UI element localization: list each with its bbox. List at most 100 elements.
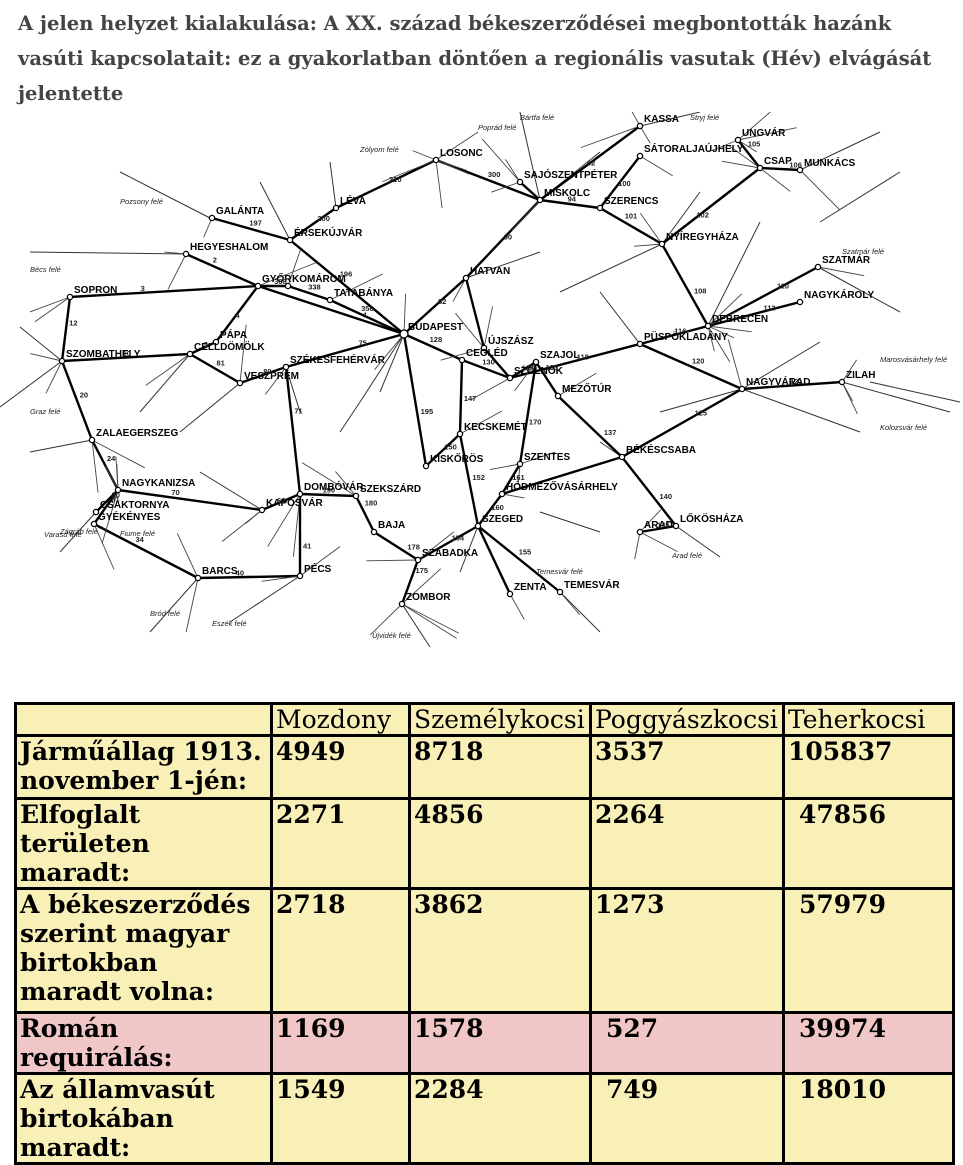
rail-line-main: [402, 333, 428, 467]
station-marker: [414, 556, 422, 564]
cell-mozdony: 1169: [270, 1011, 411, 1075]
map-line-number: 3: [141, 284, 145, 293]
rail-line-main: [60, 296, 72, 362]
rail-branch-line: [509, 593, 525, 620]
rail-branch-line: [517, 463, 521, 486]
station-marker: [796, 166, 804, 174]
cell-teherkocsi: 57979: [782, 887, 955, 1014]
station-marker: [536, 196, 544, 204]
rail-branch-line: [511, 199, 541, 231]
station-marker: [236, 379, 244, 387]
rolling-stock-table: Mozdony Személykocsi Poggyászkocsi Teher…: [14, 702, 955, 1165]
map-line-number: 110: [777, 282, 789, 291]
map-line-number: 113: [763, 303, 775, 312]
rail-line-main: [257, 284, 405, 336]
rail-branch-line: [721, 160, 761, 169]
rail-branch-line: [729, 145, 761, 169]
rail-line-main: [185, 252, 259, 288]
rail-branch-line: [440, 347, 485, 361]
rail-branch-line: [401, 603, 457, 639]
rail-line-main: [60, 360, 94, 441]
rail-line-main: [519, 181, 541, 201]
map-city-label: ARAD: [644, 520, 673, 531]
station-marker: [88, 436, 96, 444]
map-city-label: PÉCS: [304, 562, 332, 575]
rail-line-minor: [29, 251, 187, 255]
map-direction-label: Kolozsvár felé: [880, 423, 927, 432]
map-line-number: 2: [213, 256, 217, 265]
station-marker: [506, 374, 514, 382]
map-line-number: 197: [249, 219, 262, 228]
rail-line-minor: [59, 511, 97, 553]
rail-branch-line: [167, 253, 187, 290]
rail-branch-line: [708, 139, 739, 153]
rail-line-main: [285, 332, 405, 369]
map-line-number: 106: [789, 160, 802, 169]
map-city-label: TATABÁNYA: [334, 286, 393, 299]
map-line-number: 108: [694, 287, 707, 296]
header-cell-szemelykocsi: Személykocsi: [408, 702, 592, 737]
map-city-label: SZÉKESFEHÉRVÁR: [290, 353, 386, 366]
rail-line-minor: [539, 511, 601, 533]
map-line-number: 121: [790, 377, 803, 386]
map-line-number: 34: [135, 535, 144, 544]
rail-branch-line: [245, 509, 263, 525]
rail-line-minor: [659, 388, 743, 413]
rail-branch-line: [115, 456, 119, 491]
table-row: A békeszerződés szerint magyar birtokban…: [14, 887, 955, 1014]
map-line-number: 150: [444, 443, 457, 452]
map-city-label: HÓDMEZŐVÁSÁRHELY: [506, 480, 618, 493]
map-line-number: 30: [112, 490, 120, 499]
station-marker: [462, 274, 470, 282]
rail-line-main: [483, 347, 511, 379]
map-direction-label: Fiume felé: [120, 529, 155, 538]
rail-line-main: [329, 298, 405, 336]
rail-line-main: [518, 361, 538, 465]
rail-line-minor: [799, 131, 881, 171]
map-direction-label: Poprád felé: [478, 123, 516, 132]
row-label: A békeszerződés szerint magyar birtokban…: [14, 887, 273, 1014]
table-row: Elfoglalt területen maradt: 2271 4856 22…: [14, 797, 955, 890]
rail-branch-line: [737, 112, 771, 141]
rail-line-minor: [19, 326, 63, 362]
rail-branch-line: [203, 217, 213, 238]
cell-teherkocsi: 39974: [782, 1011, 955, 1075]
map-line-number: 130: [482, 357, 495, 366]
map-line-number: 338: [308, 283, 321, 292]
map-line-number: 356: [361, 304, 374, 313]
map-city-label: PÁPA: [220, 328, 247, 341]
rail-branch-line: [799, 169, 840, 210]
map-city-label: SZENTES: [524, 452, 570, 463]
map-city-label: UNGVÁR: [742, 126, 786, 139]
rail-line-main: [400, 559, 420, 605]
map-city-label: ZOMBOR: [406, 592, 451, 603]
rail-line-main: [476, 525, 512, 595]
map-city-label: NYÍREGYHÁZA: [666, 230, 739, 243]
rail-line-main: [539, 125, 641, 201]
rail-branch-line: [557, 372, 597, 397]
map-line-number: 20: [80, 391, 88, 400]
map-city-label: KAPOSVÁR: [266, 496, 323, 509]
station-marker: [66, 293, 74, 301]
map-direction-label: Graz felé: [30, 407, 60, 416]
cell-szemelykocsi: 1578: [408, 1011, 592, 1075]
rail-line-minor: [675, 525, 721, 558]
rail-line-main: [741, 380, 843, 391]
station-marker: [326, 296, 334, 304]
table-row: Az államvasút birtokában maradt: 1549 22…: [14, 1072, 955, 1165]
rail-line-main: [215, 285, 259, 343]
rail-line-main: [759, 166, 801, 172]
cell-mozdony: 2718: [270, 887, 411, 1014]
map-line-number: 155: [519, 547, 532, 556]
rail-branch-line: [435, 159, 470, 175]
station-marker: [212, 338, 220, 346]
map-line-number: 308: [274, 277, 287, 286]
station-marker: [658, 240, 666, 248]
station-marker: [506, 590, 514, 598]
map-city-label: HATVAN: [470, 266, 510, 277]
rail-line-minor: [819, 171, 901, 223]
station-marker: [352, 492, 360, 500]
map-line-number: 92: [587, 158, 595, 167]
map-city-label: ÚJSZÁSZ: [488, 334, 534, 347]
rail-line-main: [189, 352, 241, 385]
